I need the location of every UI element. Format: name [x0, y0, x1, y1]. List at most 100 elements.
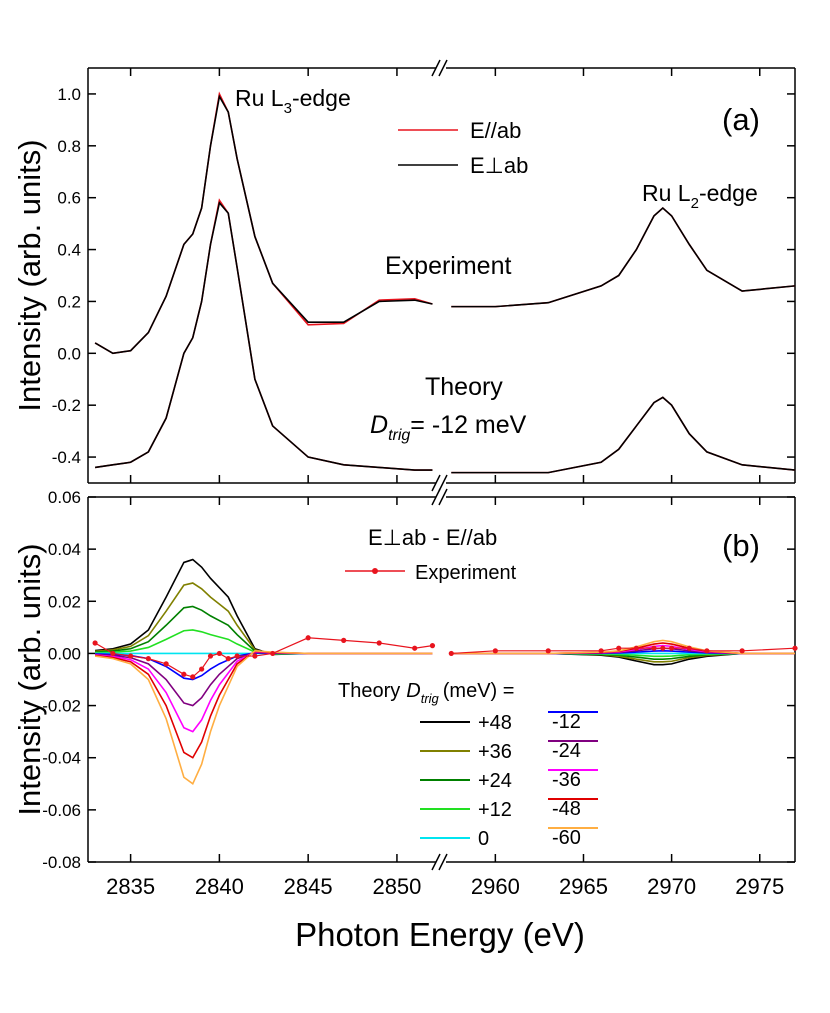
series-line — [94, 91, 796, 355]
difference-label: E⊥ab - E//ab — [368, 525, 497, 550]
y-tick-label: 0.04 — [48, 540, 81, 559]
series-line — [94, 639, 795, 786]
legend-label: +24 — [478, 770, 512, 792]
axis-break — [438, 59, 448, 77]
data-point — [341, 637, 347, 643]
data-point — [492, 648, 498, 654]
x-tick-label: 2960 — [471, 874, 520, 899]
legend-label: -12 — [552, 711, 581, 733]
axis-break — [431, 488, 441, 506]
legend-label: -24 — [552, 740, 581, 762]
annotation-sub: 3 — [284, 100, 292, 117]
data-point — [252, 653, 258, 659]
y-tick-label: 0.00 — [48, 644, 81, 663]
annotation-sub: 2 — [691, 195, 699, 212]
legend-label: +12 — [478, 799, 512, 821]
y-axis-label: Intensity (arb. units) — [12, 139, 47, 411]
y-tick-label: -0.4 — [52, 448, 81, 467]
series-line — [94, 94, 796, 355]
data-point — [739, 648, 745, 654]
y-axis-label: Intensity (arb. units) — [12, 543, 47, 815]
data-point — [704, 648, 710, 654]
annotation-text: Ru L — [235, 85, 284, 111]
legend-marker — [372, 568, 378, 574]
data-point — [128, 653, 134, 659]
y-tick-label: -0.04 — [42, 749, 81, 768]
data-point — [110, 650, 116, 657]
y-tick-label: -0.02 — [42, 697, 81, 716]
data-point — [598, 648, 604, 654]
annotation-suffix: -edge — [699, 180, 758, 206]
panel-label: (a) — [722, 102, 760, 137]
data-point — [545, 648, 551, 654]
axis-break — [438, 488, 448, 506]
annotation-suffix: -edge — [292, 85, 351, 111]
legend-title: Theory Dtrig (meV) = — [338, 680, 514, 706]
x-tick-label: 2840 — [195, 874, 244, 899]
legend-label: E⊥ab — [470, 153, 528, 178]
data-point — [216, 650, 222, 657]
data-point — [792, 645, 798, 651]
data-point — [181, 671, 187, 677]
y-tick-label: 0.4 — [57, 241, 81, 260]
data-point — [669, 645, 675, 651]
annotation: Ru L2-edge — [642, 180, 758, 212]
x-tick-label: 2850 — [372, 874, 421, 899]
annotation: Ru L3-edge — [235, 85, 351, 117]
axis-break — [431, 853, 441, 871]
data-point — [448, 650, 454, 657]
annotation-text: D — [370, 411, 388, 439]
y-tick-label: 0.2 — [57, 292, 81, 311]
theory-line — [94, 201, 796, 474]
data-point — [190, 674, 196, 680]
x-tick-label: 2970 — [647, 874, 696, 899]
data-point — [92, 640, 98, 646]
axis-break — [431, 59, 441, 77]
legend-label: -48 — [552, 798, 581, 820]
data-point — [412, 645, 418, 651]
annotation-text: Ru L — [642, 180, 691, 206]
annotation-suffix: = -12 meV — [410, 411, 526, 439]
data-point — [163, 661, 169, 667]
x-tick-label: 2845 — [284, 874, 333, 899]
data-point — [651, 645, 657, 651]
annotation-sub: trig — [388, 427, 410, 444]
data-point — [234, 653, 240, 659]
data-point — [199, 666, 205, 672]
legend-label: E//ab — [470, 118, 521, 143]
x-axis-label: Photon Energy (eV) — [295, 916, 585, 953]
y-tick-label: 1.0 — [57, 85, 81, 104]
y-tick-label: 0.06 — [48, 488, 81, 507]
annotation: Theory — [425, 373, 503, 401]
legend-label: Experiment — [415, 562, 517, 584]
legend-label: +36 — [478, 741, 512, 763]
annotation: Dtrig= -12 meV — [370, 411, 527, 444]
data-point — [270, 650, 276, 657]
data-point — [225, 656, 231, 662]
x-tick-label: 2965 — [559, 874, 608, 899]
axis-break — [438, 853, 448, 871]
annotation: Experiment — [385, 252, 511, 280]
legend-label: -36 — [552, 769, 581, 791]
y-tick-label: 0.02 — [48, 592, 81, 611]
legend-title-suffix: (meV) = — [443, 680, 515, 702]
data-point — [207, 653, 214, 659]
legend-label: 0 — [478, 828, 489, 850]
y-tick-label: -0.06 — [42, 801, 81, 820]
y-tick-label: -0.2 — [52, 396, 81, 415]
data-point — [633, 645, 639, 651]
data-point — [686, 645, 692, 651]
axis-break — [438, 474, 448, 492]
legend-label: +48 — [478, 712, 512, 734]
legend-label: -60 — [552, 827, 581, 849]
data-point — [660, 645, 666, 651]
legend-title-symbol: D — [406, 680, 420, 702]
data-point — [429, 643, 436, 649]
x-tick-label: 2975 — [735, 874, 784, 899]
legend-title-prefix: Theory — [338, 680, 400, 702]
data-point — [616, 645, 622, 651]
data-point — [145, 656, 151, 662]
legend-title-subscript: trig — [421, 691, 440, 706]
y-tick-label: -0.08 — [42, 853, 81, 872]
